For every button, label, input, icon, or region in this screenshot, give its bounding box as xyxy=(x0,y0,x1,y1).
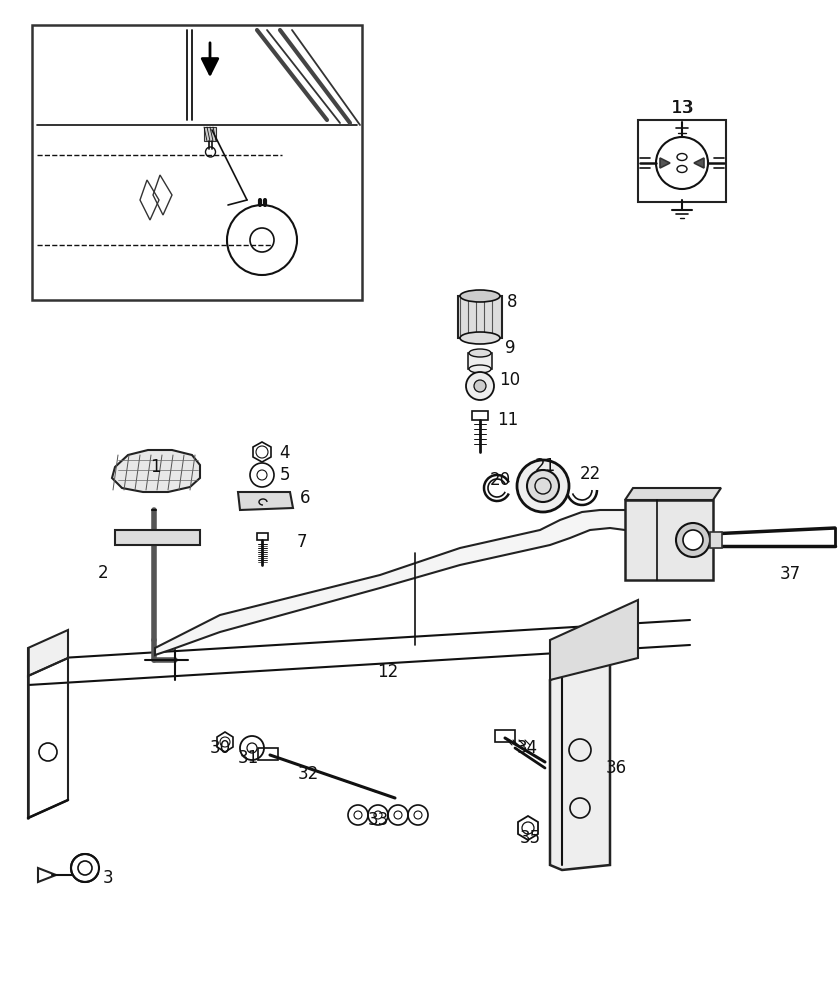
Ellipse shape xyxy=(469,365,491,373)
Text: 7: 7 xyxy=(297,533,307,551)
Text: 8: 8 xyxy=(507,293,517,311)
Text: 11: 11 xyxy=(497,411,518,429)
Text: 33: 33 xyxy=(367,811,389,829)
Circle shape xyxy=(527,470,559,502)
Text: 9: 9 xyxy=(505,339,515,357)
Circle shape xyxy=(466,372,494,400)
Text: 20: 20 xyxy=(490,471,511,489)
Bar xyxy=(458,296,502,338)
Polygon shape xyxy=(155,510,635,655)
Text: 12: 12 xyxy=(377,663,399,681)
Text: 22: 22 xyxy=(580,465,601,483)
Text: 34: 34 xyxy=(517,739,538,757)
Bar xyxy=(32,25,362,300)
Text: 30: 30 xyxy=(209,739,230,757)
Bar xyxy=(710,532,722,548)
Polygon shape xyxy=(238,492,293,510)
Circle shape xyxy=(683,530,703,550)
Text: 1: 1 xyxy=(150,458,160,476)
Polygon shape xyxy=(204,127,216,141)
Text: 37: 37 xyxy=(780,565,801,583)
Polygon shape xyxy=(694,158,704,168)
Text: 13: 13 xyxy=(670,99,694,117)
Polygon shape xyxy=(112,450,200,492)
Text: 10: 10 xyxy=(500,371,521,389)
Bar xyxy=(468,353,492,369)
Polygon shape xyxy=(625,488,721,500)
Text: 32: 32 xyxy=(297,765,318,783)
Circle shape xyxy=(474,380,486,392)
Circle shape xyxy=(517,460,569,512)
Polygon shape xyxy=(625,500,713,580)
Text: 5: 5 xyxy=(280,466,291,484)
Text: 35: 35 xyxy=(519,829,541,847)
Bar xyxy=(638,120,726,202)
Circle shape xyxy=(676,523,710,557)
Text: 36: 36 xyxy=(606,759,627,777)
Ellipse shape xyxy=(469,349,491,357)
Polygon shape xyxy=(550,600,638,680)
Text: 6: 6 xyxy=(300,489,310,507)
Ellipse shape xyxy=(460,290,500,302)
Ellipse shape xyxy=(460,332,500,344)
Polygon shape xyxy=(115,530,200,545)
Text: 4: 4 xyxy=(280,444,291,462)
Text: 21: 21 xyxy=(534,457,555,475)
Text: 31: 31 xyxy=(238,749,259,767)
Polygon shape xyxy=(660,158,670,168)
Text: 13: 13 xyxy=(671,99,693,117)
Polygon shape xyxy=(28,630,68,676)
Polygon shape xyxy=(550,655,610,870)
Text: 2: 2 xyxy=(97,564,108,582)
Text: 3: 3 xyxy=(102,869,113,887)
